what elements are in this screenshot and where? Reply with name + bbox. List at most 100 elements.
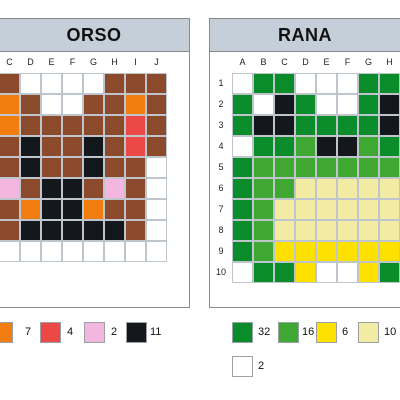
bear-grid-cell: [104, 241, 125, 262]
bear-grid-cell: [0, 136, 20, 157]
frog-grid-cell: [379, 262, 400, 283]
black-swatch: [126, 322, 147, 343]
bear-grid-cell: [41, 199, 62, 220]
bear-panel-header: ORSO: [0, 19, 189, 52]
frog-column-label: F: [344, 57, 351, 67]
frog-grid-cell: [379, 115, 400, 136]
bear-grid-cell: [146, 241, 167, 262]
frog-row-label: 10: [215, 267, 226, 277]
frog-grid-cell: [337, 94, 358, 115]
dark-green-swatch: [232, 322, 253, 343]
red-swatch: [40, 322, 61, 343]
bear-grid-cell: [62, 241, 83, 262]
bear-grid-cell: [0, 115, 20, 136]
frog-legend-count: 32: [258, 326, 271, 338]
yellow-swatch: [316, 322, 337, 343]
bear-grid-cell: [83, 157, 104, 178]
frog-column-label: G: [364, 57, 372, 67]
frog-legend-count: 16: [302, 326, 315, 338]
bear-grid-cell: [0, 241, 20, 262]
frog-grid-cell: [358, 136, 379, 157]
frog-grid-cell: [232, 73, 253, 94]
bear-grid-cell: [62, 136, 83, 157]
frog-grid-cell: [316, 157, 337, 178]
bear-legend-count: 7: [25, 326, 32, 338]
bear-legend-count: 4: [67, 326, 74, 338]
frog-grid-cell: [253, 220, 274, 241]
frog-grid-cell: [232, 115, 253, 136]
frog-grid-cell: [337, 241, 358, 262]
bear-grid-cell: [146, 157, 167, 178]
bear-grid-cell: [41, 115, 62, 136]
bear-grid-cell: [104, 94, 125, 115]
frog-grid-cell: [316, 241, 337, 262]
bear-grid-cell: [104, 115, 125, 136]
pink-swatch: [84, 322, 105, 343]
frog-row-label: 3: [218, 120, 224, 130]
bear-grid-cell: [83, 115, 104, 136]
bear-grid-cell: [62, 220, 83, 241]
frog-grid-cell: [316, 199, 337, 220]
bear-grid-cell: [146, 136, 167, 157]
bear-grid-cell: [146, 199, 167, 220]
frog-grid-cell: [274, 178, 295, 199]
bear-column-label: D: [27, 57, 34, 67]
frog-row-label: 1: [218, 78, 224, 88]
bear-grid-cell: [104, 220, 125, 241]
frog-grid-cell: [295, 262, 316, 283]
bear-grid-cell: [41, 73, 62, 94]
bear-column-label: J: [154, 57, 159, 67]
frog-grid-cell: [379, 199, 400, 220]
frog-grid-cell: [274, 115, 295, 136]
frog-panel-title: RANA: [278, 24, 332, 45]
bear-grid-cell: [125, 115, 146, 136]
frog-grid-cell: [253, 199, 274, 220]
frog-grid-cell: [379, 136, 400, 157]
frog-column-label: C: [281, 57, 288, 67]
frog-grid-cell: [316, 73, 337, 94]
frog-grid-cell: [232, 199, 253, 220]
frog-column-label: B: [260, 57, 267, 67]
orange-swatch: [0, 322, 13, 343]
bear-grid-cell: [146, 115, 167, 136]
frog-grid-cell: [316, 262, 337, 283]
bear-panel-title: ORSO: [66, 24, 122, 45]
bear-legend-count: 11: [150, 326, 162, 338]
frog-legend-count: 2: [258, 360, 265, 372]
bear-grid-cell: [83, 94, 104, 115]
frog-grid-cell: [379, 157, 400, 178]
frog-column-label: H: [386, 57, 393, 67]
bear-grid-cell: [146, 94, 167, 115]
frog-column-label: D: [302, 57, 309, 67]
frog-grid-cell: [253, 262, 274, 283]
bear-column-label: H: [111, 57, 118, 67]
bear-grid-cell: [62, 115, 83, 136]
bear-grid-cell: [20, 115, 41, 136]
bear-grid-cell: [0, 157, 20, 178]
green-swatch: [278, 322, 299, 343]
bear-grid-cell: [104, 178, 125, 199]
frog-grid-cell: [358, 220, 379, 241]
bear-grid-cell: [62, 199, 83, 220]
frog-grid-cell: [253, 136, 274, 157]
frog-grid-cell: [253, 115, 274, 136]
frog-grid-cell: [379, 73, 400, 94]
white-swatch: [232, 356, 253, 377]
bear-grid-cell: [20, 178, 41, 199]
frog-grid-cell: [232, 241, 253, 262]
bear-grid-cell: [146, 73, 167, 94]
frog-grid-cell: [379, 241, 400, 262]
bear-grid-cell: [20, 94, 41, 115]
frog-grid-cell: [232, 157, 253, 178]
frog-grid-cell: [295, 136, 316, 157]
frog-grid-cell: [274, 73, 295, 94]
bear-column-label: I: [134, 57, 137, 67]
bear-grid-cell: [125, 73, 146, 94]
bear-grid-cell: [0, 178, 20, 199]
frog-grid-cell: [274, 199, 295, 220]
frog-grid-cell: [232, 262, 253, 283]
bear-column-label: F: [69, 57, 76, 67]
bear-color-legend: 7 4 2 11: [0, 322, 200, 382]
frog-grid-cell: [274, 157, 295, 178]
frog-grid-cell: [358, 157, 379, 178]
